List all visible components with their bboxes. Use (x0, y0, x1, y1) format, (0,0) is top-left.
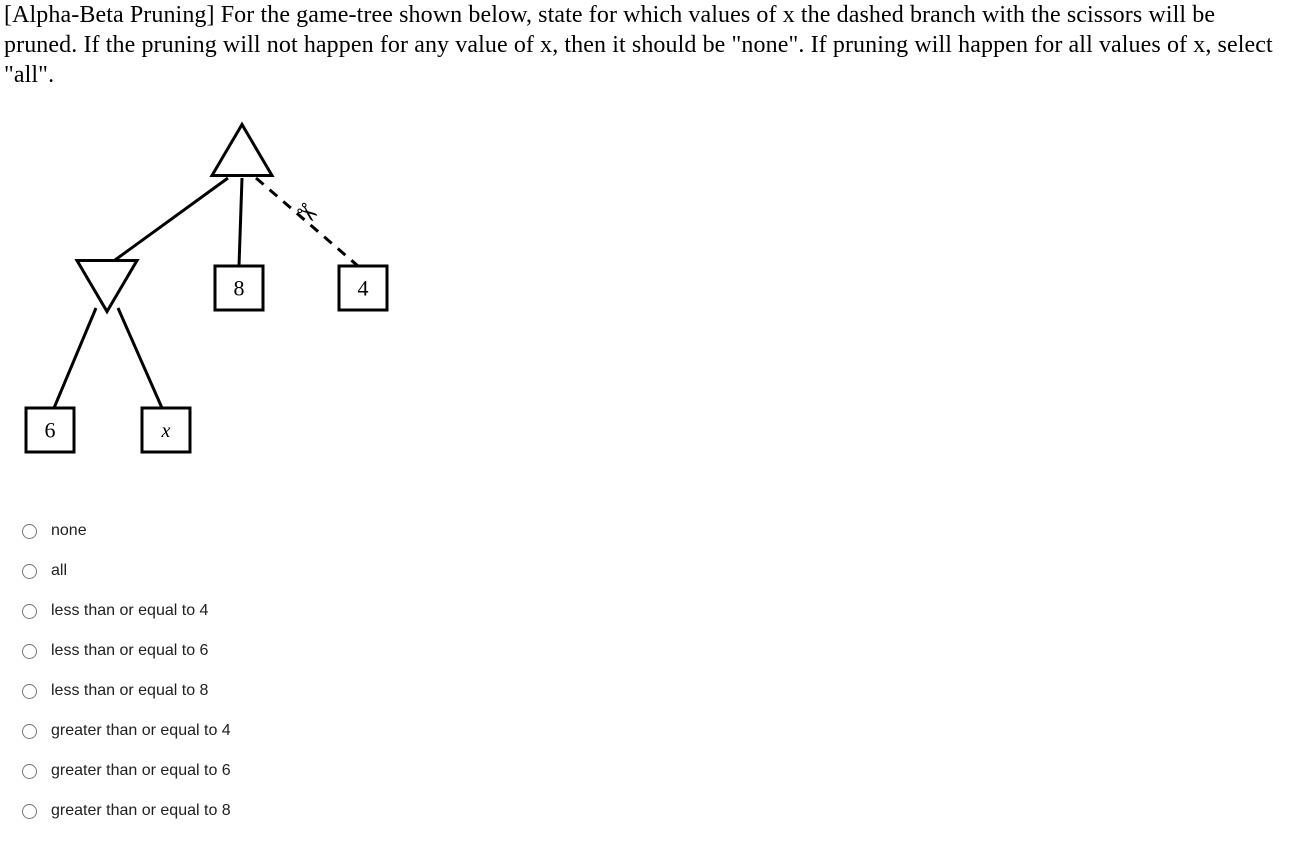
option-radio[interactable] (22, 684, 37, 699)
option-label[interactable]: all (51, 562, 67, 580)
option-radio[interactable] (22, 564, 37, 579)
option-label[interactable]: none (51, 522, 87, 540)
scissors-icon: ✂ (290, 195, 325, 231)
option-radio[interactable] (22, 604, 37, 619)
option-label[interactable]: less than or equal to 4 (51, 602, 208, 620)
option-radio[interactable] (22, 644, 37, 659)
option-radio[interactable] (22, 724, 37, 739)
game-tree-svg: 8 4 6 x ✂ (12, 108, 432, 488)
leaf-6-label: 6 (45, 418, 56, 443)
option-label[interactable]: greater than or equal to 4 (51, 722, 231, 740)
max-node (212, 125, 272, 176)
edge-root-leaf-8 (239, 178, 242, 266)
leaf-x-label: x (161, 420, 171, 442)
edge-min-leaf-6 (54, 308, 96, 408)
option-radio[interactable] (22, 804, 37, 819)
edge-root-min (115, 178, 228, 260)
option-row[interactable]: less than or equal to 4 (22, 591, 1293, 631)
option-label[interactable]: greater than or equal to 6 (51, 762, 231, 780)
game-tree-diagram: 8 4 6 x ✂ (12, 108, 1293, 493)
option-label[interactable]: greater than or equal to 8 (51, 802, 231, 820)
answer-options: none all less than or equal to 4 less than … (22, 511, 1293, 831)
option-radio[interactable] (22, 524, 37, 539)
option-label[interactable]: less than or equal to 8 (51, 682, 208, 700)
option-radio[interactable] (22, 764, 37, 779)
option-row[interactable]: less than or equal to 8 (22, 671, 1293, 711)
min-node (77, 261, 137, 312)
option-label[interactable]: less than or equal to 6 (51, 642, 208, 660)
leaf-4-label: 4 (358, 276, 369, 301)
option-row[interactable]: greater than or equal to 4 (22, 711, 1293, 751)
edge-min-leaf-x (118, 308, 162, 408)
page: [Alpha-Beta Pruning] For the game-tree s… (0, 0, 1297, 850)
option-row[interactable]: greater than or equal to 6 (22, 751, 1293, 791)
option-row[interactable]: none (22, 511, 1293, 551)
leaf-8-label: 8 (234, 276, 245, 301)
question-text: [Alpha-Beta Pruning] For the game-tree s… (4, 0, 1293, 90)
option-row[interactable]: less than or equal to 6 (22, 631, 1293, 671)
option-row[interactable]: greater than or equal to 8 (22, 791, 1293, 831)
option-row[interactable]: all (22, 551, 1293, 591)
